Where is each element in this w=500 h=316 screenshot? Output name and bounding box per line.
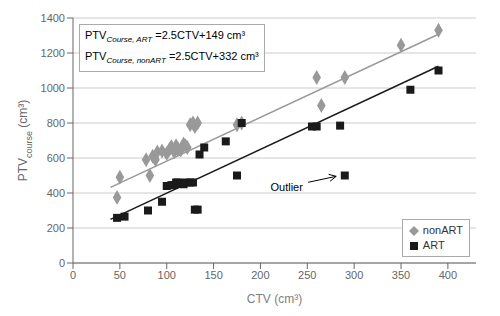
svg-text:Outlier: Outlier	[270, 181, 303, 193]
svg-text:150: 150	[204, 269, 222, 281]
html-text:ART: ART	[422, 239, 445, 251]
svg-text:0: 0	[70, 269, 76, 281]
svg-text:1200: 1200	[41, 47, 65, 59]
svg-text:400: 400	[439, 269, 457, 281]
svg-text:250: 250	[298, 269, 316, 281]
html-text:nonART: nonART	[422, 224, 463, 236]
svg-text:600: 600	[47, 152, 65, 164]
svg-text:CTV (cm³): CTV (cm³)	[247, 292, 302, 306]
svg-text:0: 0	[59, 257, 65, 269]
svg-text:50: 50	[114, 269, 126, 281]
svg-text:400: 400	[47, 187, 65, 199]
html-text:PTVCourse, nonART=2.5CTV+332 c: PTVCourse, nonART=2.5CTV+332 cm³	[85, 50, 259, 66]
svg-text:1000: 1000	[41, 82, 65, 94]
html-text:PTVCourse, ART=2.5CTV+149 cm³: PTVCourse, ART=2.5CTV+149 cm³	[85, 29, 246, 45]
svg-text:350: 350	[392, 269, 410, 281]
svg-text:200: 200	[47, 222, 65, 234]
svg-text:800: 800	[47, 117, 65, 129]
svg-text:1400: 1400	[41, 12, 65, 24]
svg-text:100: 100	[158, 269, 176, 281]
svg-text:300: 300	[345, 269, 363, 281]
svg-text:PTVcourse (cm³): PTVcourse (cm³)	[16, 100, 34, 182]
svg-text:200: 200	[251, 269, 269, 281]
